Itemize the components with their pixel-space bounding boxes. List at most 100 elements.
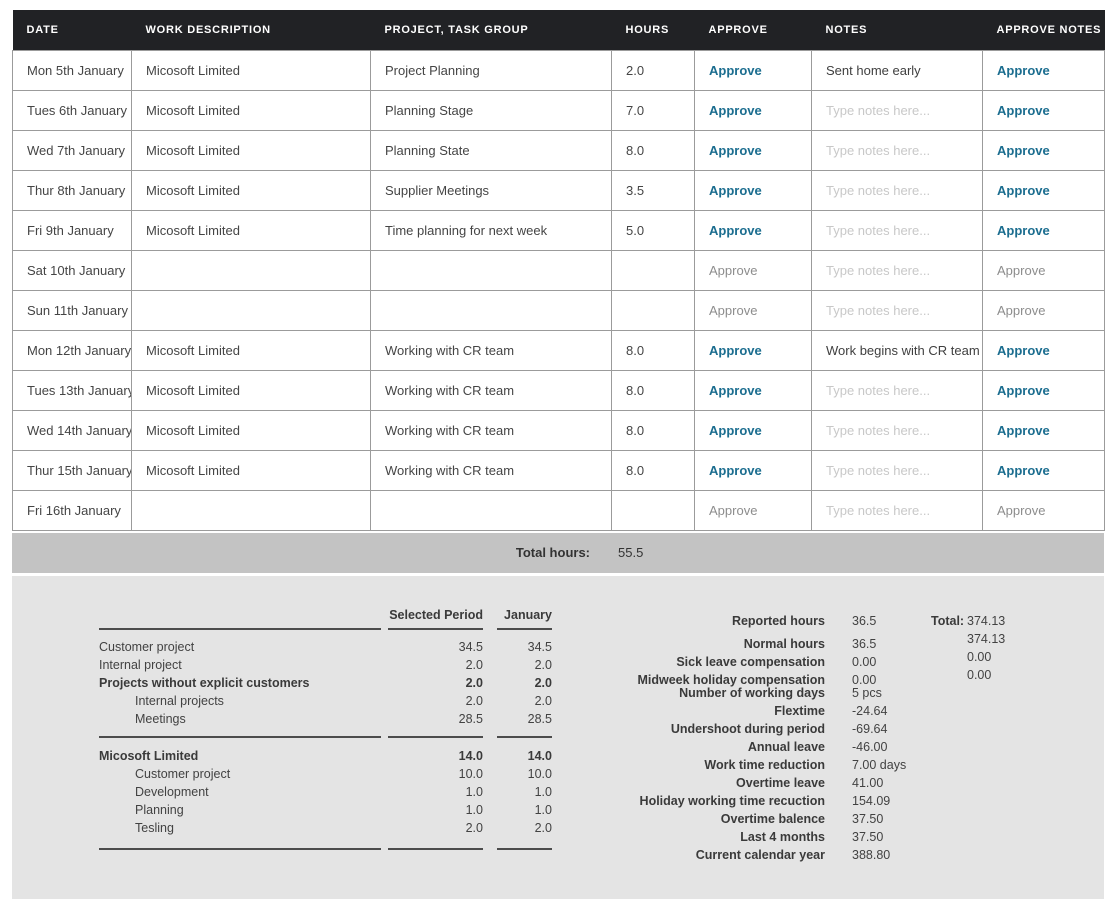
timesheet-row: Mon 12th January Micosoft Limited Working …	[12, 329, 1105, 371]
approve-notes-link[interactable]: Approve	[997, 462, 1050, 478]
balance-row: Annual leave -46.00	[595, 738, 1005, 756]
notes-cell[interactable]: Type notes here...	[811, 209, 983, 251]
balance-row-label: Current calendar year	[695, 847, 825, 862]
summary-row-label: Micosoft Limited	[99, 748, 199, 763]
approve-link[interactable]: Approve	[709, 342, 762, 358]
notes-cell[interactable]: Type notes here...	[811, 489, 983, 531]
notes-cell[interactable]: Type notes here...	[811, 449, 983, 491]
notes-input-placeholder: Type notes here...	[826, 302, 931, 318]
notes-cell[interactable]: Type notes here...	[811, 129, 983, 171]
approve-link: Approve	[709, 262, 758, 278]
date-cell: Fri 16th January	[12, 489, 132, 531]
approve-notes-cell: Approve	[982, 289, 1105, 331]
project-task-cell: Working with CR team	[370, 329, 612, 371]
selected-period-value: 2.0	[465, 675, 483, 690]
balance-total-cell: 0.00	[931, 666, 991, 684]
project-task-cell: Planning Stage	[370, 89, 612, 131]
column-header: PROJECT, TASK GROUP	[370, 10, 612, 50]
work-description-cell: Micosoft Limited	[131, 409, 371, 451]
approve-link[interactable]: Approve	[709, 182, 762, 198]
approve-notes-cell: Approve	[982, 209, 1105, 251]
approve-link[interactable]: Approve	[709, 102, 762, 118]
approve-link[interactable]: Approve	[709, 422, 762, 438]
column-header: DATE	[12, 10, 132, 50]
hours-cell: 8.0	[611, 449, 695, 491]
balance-period-value: 154.09	[852, 793, 891, 808]
approve-cell: Approve	[694, 369, 812, 411]
notes-cell[interactable]: Sent home early	[811, 49, 983, 91]
balance-total-cell: 0.00	[931, 648, 991, 666]
balance-period-value: -24.64	[852, 703, 888, 718]
date-cell: Sun 11th January	[12, 289, 132, 331]
balance-period-value: 37.50	[852, 829, 884, 844]
approve-notes-link[interactable]: Approve	[997, 102, 1050, 118]
project-task-cell	[370, 289, 612, 331]
balance-row: Overtime balence 37.50	[595, 810, 1005, 828]
approve-link[interactable]: Approve	[709, 142, 762, 158]
approve-notes-cell: Approve	[982, 449, 1105, 491]
notes-cell[interactable]: Type notes here...	[811, 249, 983, 291]
selected-period-value: 28.5	[458, 711, 483, 726]
timesheet-row: Thur 8th January Micosoft Limited Supplier…	[12, 169, 1105, 211]
january-value: 34.5	[527, 639, 552, 654]
january-value: 1.0	[534, 802, 552, 817]
approve-notes-cell: Approve	[982, 329, 1105, 371]
hours-balance-table: Reported hours 36.5 Total: 374.13 Normal hou…	[595, 612, 1005, 864]
approve-cell: Approve	[694, 89, 812, 131]
balance-row-label: Normal hours	[743, 636, 825, 651]
note-text: Sent home early	[826, 62, 921, 78]
divider-line	[99, 627, 552, 630]
total-prefix-label	[931, 630, 964, 648]
january-value: 2.0	[534, 657, 552, 672]
divider-line	[99, 735, 552, 738]
notes-cell[interactable]: Type notes here...	[811, 169, 983, 211]
notes-cell[interactable]: Type notes here...	[811, 369, 983, 411]
approve-notes-cell: Approve	[982, 169, 1105, 211]
approve-link[interactable]: Approve	[709, 62, 762, 78]
project-task-cell: Time planning for next week	[370, 209, 612, 251]
note-text: Work begins with CR team	[826, 342, 980, 358]
balance-row: Last 4 months 37.50	[595, 828, 1005, 846]
approve-cell: Approve	[694, 129, 812, 171]
balance-row-label: Midweek holiday compensation	[637, 672, 825, 687]
approve-notes-link[interactable]: Approve	[997, 222, 1050, 238]
balance-row-label: Overtime leave	[736, 775, 825, 790]
notes-cell[interactable]: Type notes here...	[811, 409, 983, 451]
approve-notes-cell: Approve	[982, 249, 1105, 291]
approve-link: Approve	[709, 302, 758, 318]
table-header-row: DATE WORK DESCRIPTION PROJECT, TASK GROUP H…	[12, 10, 1105, 50]
notes-cell[interactable]: Type notes here...	[811, 89, 983, 131]
date-cell: Mon 12th January	[12, 329, 132, 371]
approve-link[interactable]: Approve	[709, 462, 762, 478]
balance-row: Flextime -24.64	[595, 702, 1005, 720]
approve-notes-link[interactable]: Approve	[997, 142, 1050, 158]
work-description-cell	[131, 289, 371, 331]
summary-row-label: Development	[135, 784, 209, 799]
work-description-cell: Micosoft Limited	[131, 209, 371, 251]
hours-cell	[611, 249, 695, 291]
summary-row-label: Customer project	[135, 766, 231, 781]
balance-row-label: Sick leave compensation	[676, 654, 825, 669]
january-value: 28.5	[527, 711, 552, 726]
balance-row-label: Overtime balence	[720, 811, 825, 826]
balance-total-cell: Total: 374.13	[931, 612, 1005, 630]
balance-period-value: 36.5	[852, 613, 877, 628]
notes-cell[interactable]: Type notes here...	[811, 289, 983, 331]
approve-notes-link[interactable]: Approve	[997, 382, 1050, 398]
date-cell: Wed 14th January	[12, 409, 132, 451]
approve-notes-link: Approve	[997, 302, 1046, 318]
approve-link[interactable]: Approve	[709, 382, 762, 398]
hours-cell	[611, 489, 695, 531]
total-prefix-label	[931, 666, 964, 684]
approve-notes-link[interactable]: Approve	[997, 342, 1050, 358]
approve-notes-link[interactable]: Approve	[997, 182, 1050, 198]
notes-cell[interactable]: Work begins with CR team	[811, 329, 983, 371]
hours-cell	[611, 289, 695, 331]
approve-notes-link[interactable]: Approve	[997, 62, 1050, 78]
approve-link: Approve	[709, 502, 758, 518]
project-task-cell: Working with CR team	[370, 409, 612, 451]
approve-notes-link[interactable]: Approve	[997, 422, 1050, 438]
approve-link[interactable]: Approve	[709, 222, 762, 238]
approve-notes-cell: Approve	[982, 129, 1105, 171]
approve-cell: Approve	[694, 209, 812, 251]
